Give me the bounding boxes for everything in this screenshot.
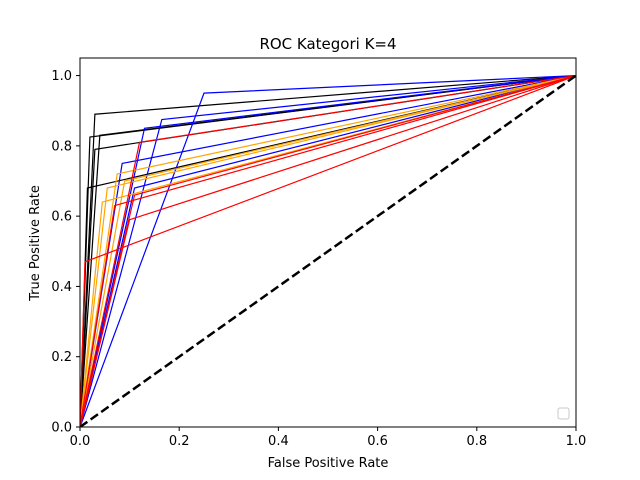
roc-curve-18 [80, 74, 576, 427]
x-tick-label-5: 1.0 [566, 434, 587, 449]
roc-curve-11 [80, 74, 576, 427]
roc-curve-12 [80, 74, 576, 427]
x-tick-label-1: 0.2 [169, 434, 190, 449]
x-axis-label: False Positive Rate [268, 456, 389, 471]
roc-curve-14 [80, 74, 576, 427]
y-axis-label: True Positive Rate [28, 185, 43, 302]
diagonal-reference-line [80, 74, 576, 427]
roc-curve-8 [80, 74, 576, 427]
roc-curve-15 [80, 74, 576, 427]
x-tick-label-0: 0.0 [70, 434, 91, 449]
y-tick-label-0: 0.0 [51, 421, 72, 436]
x-tick-label-2: 0.4 [268, 434, 289, 449]
plot-area: 0.0 0.2 0.4 0.6 0.8 1.0 0.0 0.2 0.4 0.6 0.8 1.0 [51, 57, 587, 449]
x-tick-label-3: 0.6 [367, 434, 388, 449]
y-tick-label-1: 0.2 [51, 350, 72, 365]
legend-box [557, 407, 570, 420]
roc-curve-1 [80, 74, 576, 427]
roc-curve-7 [80, 74, 576, 427]
plot-frame [79, 57, 577, 428]
roc-curve-19 [80, 75, 576, 427]
series-group [80, 74, 576, 427]
y-tick-label-2: 0.4 [51, 280, 72, 295]
roc-curve-6 [80, 74, 576, 427]
y-tick-label-3: 0.6 [51, 210, 72, 225]
y-tick-label-5: 1.0 [51, 69, 72, 84]
x-tick-label-4: 0.8 [466, 434, 487, 449]
chart-title: ROC Kategori K=4 [259, 35, 396, 53]
y-tick-label-4: 0.8 [51, 139, 72, 154]
roc-curve-17 [80, 74, 576, 427]
